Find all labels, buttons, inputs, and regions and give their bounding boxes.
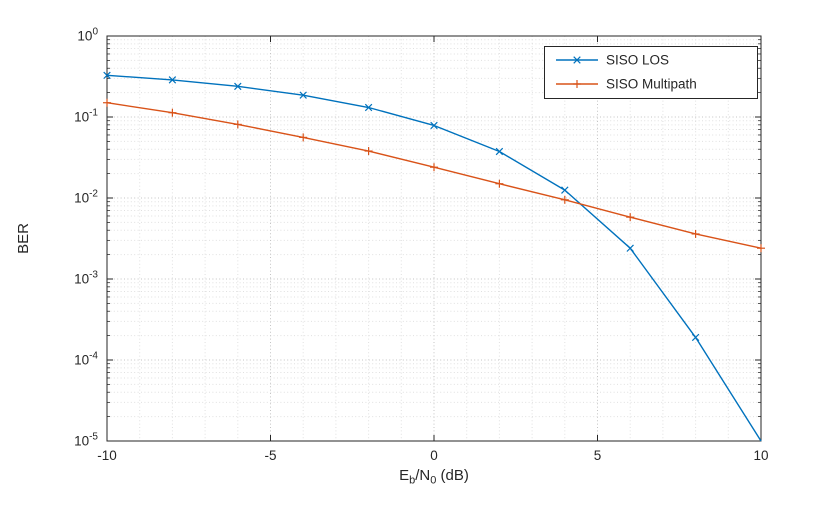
svg-text:10-3: 10-3 [74,270,98,287]
svg-text:10-1: 10-1 [74,108,98,125]
legend: SISO LOS SISO Multipath [544,46,758,99]
svg-text:10-5: 10-5 [74,432,98,449]
legend-box [544,46,758,99]
svg-text:10-4: 10-4 [74,351,98,368]
series-siso-multipath [103,98,765,253]
svg-text:-10: -10 [97,448,117,463]
y-tick-labels: 100 10-1 10-2 10-3 10-4 10-5 [74,27,98,449]
tick-marks [106,35,762,442]
svg-text:10-2: 10-2 [74,189,98,206]
svg-text:0: 0 [430,448,438,463]
svg-text:10: 10 [753,448,768,463]
x-tick-labels: -10 -5 0 5 10 [97,448,768,463]
series-siso-los [103,71,762,442]
svg-text:100: 100 [77,27,98,44]
legend-entry-label: SISO LOS [606,53,669,68]
svg-text:-5: -5 [264,448,276,463]
y-axis-label: BER [15,223,32,254]
legend-entry-label: SISO Multipath [606,77,697,92]
svg-text:5: 5 [594,448,602,463]
x-axis-label: Eb/N0 (dB) [399,467,469,487]
